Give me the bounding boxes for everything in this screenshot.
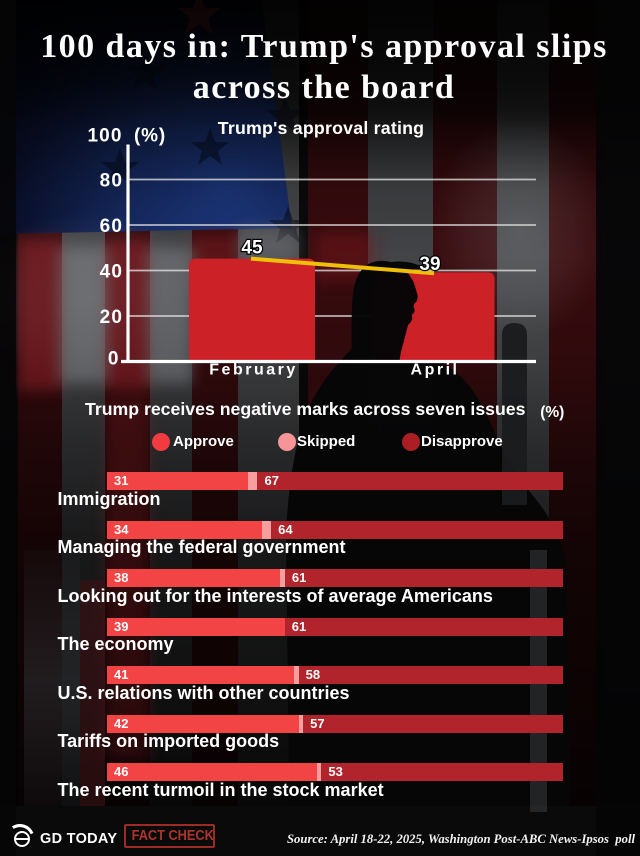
svg-text:39: 39 — [419, 254, 440, 275]
svg-text:Trump's approval rating: Trump's approval rating — [218, 118, 424, 138]
svg-text:60: 60 — [100, 216, 123, 237]
svg-text:40: 40 — [100, 262, 123, 283]
svg-text:80: 80 — [100, 171, 123, 192]
svg-text:0: 0 — [108, 349, 120, 370]
svg-text:(%): (%) — [134, 126, 166, 147]
svg-text:45: 45 — [241, 238, 263, 259]
svg-text:February: February — [209, 362, 297, 379]
svg-text:100: 100 — [87, 126, 122, 147]
svg-text:April: April — [411, 362, 460, 379]
svg-text:20: 20 — [100, 307, 123, 328]
